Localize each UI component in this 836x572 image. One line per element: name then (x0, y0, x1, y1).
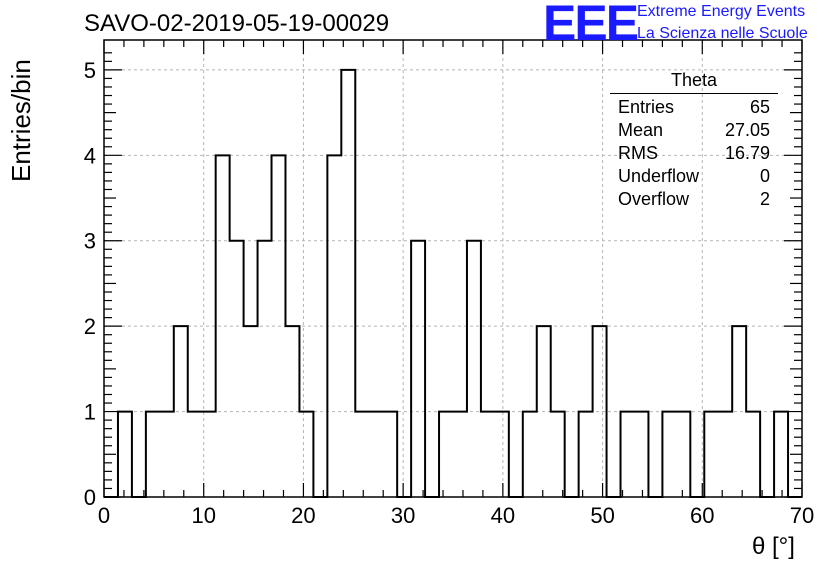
logo-line-2: La Scienza nelle Scuole (637, 25, 808, 42)
x-tick-label: 10 (191, 503, 215, 528)
logo-line-1: Extreme Energy Events (637, 3, 806, 20)
plot-frame (103, 39, 803, 498)
stats-label: Entries (618, 97, 675, 117)
y-tick-label: 0 (84, 485, 96, 510)
y-tick-label: 1 (84, 400, 96, 425)
stats-label: Mean (618, 120, 664, 140)
x-tick-label: 60 (690, 503, 714, 528)
stats-label: Overflow (618, 189, 690, 209)
y-tick-label: 5 (84, 58, 96, 83)
stats-value: 16.79 (724, 143, 770, 163)
y-tick-label: 2 (84, 314, 96, 339)
y-axis-label: Entries/bin (6, 59, 36, 182)
x-tick-label: 50 (590, 503, 614, 528)
stats-label: RMS (618, 143, 658, 163)
y-tick-label: 4 (84, 143, 96, 168)
stats-row-underflow: Underflow 0 (610, 165, 778, 188)
stats-value: 65 (749, 97, 770, 117)
x-tick-label: 70 (790, 503, 814, 528)
eee-logo-mark: EEE (543, 0, 639, 51)
stats-row-mean: Mean 27.05 (610, 119, 778, 142)
stats-label: Underflow (618, 166, 700, 186)
chart-title: SAVO-02-2019-05-19-00029 (84, 10, 390, 37)
stats-title: Theta (610, 70, 778, 94)
x-axis-label: θ [°] (752, 533, 795, 560)
histogram-series (104, 68, 802, 498)
x-tick-label: 0 (98, 503, 110, 528)
stats-value: 0 (759, 166, 770, 186)
stats-box: Theta Entries 65 Mean 27.05 RMS 16.79 Un… (610, 70, 778, 211)
y-tick-label: 3 (84, 229, 96, 254)
stats-value: 2 (759, 189, 770, 209)
stats-row-rms: RMS 16.79 (610, 142, 778, 165)
x-tick-label: 20 (291, 503, 315, 528)
x-tick-label: 30 (391, 503, 415, 528)
stats-value: 27.05 (724, 120, 770, 140)
stats-row-overflow: Overflow 2 (610, 188, 778, 211)
x-tick-label: 40 (491, 503, 515, 528)
stats-row-entries: Entries 65 (610, 96, 778, 119)
